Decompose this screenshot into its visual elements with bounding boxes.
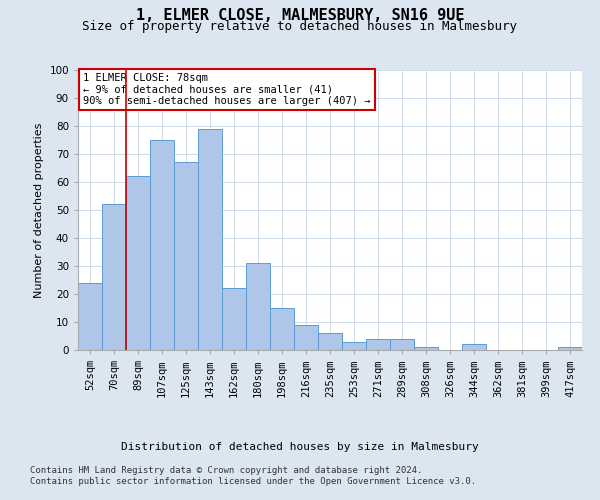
- Bar: [390, 339, 414, 350]
- Bar: [318, 333, 342, 350]
- Bar: [78, 283, 102, 350]
- Bar: [294, 325, 318, 350]
- Text: Contains public sector information licensed under the Open Government Licence v3: Contains public sector information licen…: [30, 478, 476, 486]
- Text: 1 ELMER CLOSE: 78sqm
← 9% of detached houses are smaller (41)
90% of semi-detach: 1 ELMER CLOSE: 78sqm ← 9% of detached ho…: [83, 73, 371, 106]
- Text: Size of property relative to detached houses in Malmesbury: Size of property relative to detached ho…: [83, 20, 517, 33]
- Text: Contains HM Land Registry data © Crown copyright and database right 2024.: Contains HM Land Registry data © Crown c…: [30, 466, 422, 475]
- Bar: [198, 129, 222, 350]
- Bar: [414, 347, 438, 350]
- Bar: [174, 162, 198, 350]
- Bar: [246, 263, 270, 350]
- Y-axis label: Number of detached properties: Number of detached properties: [34, 122, 44, 298]
- Bar: [366, 339, 390, 350]
- Bar: [222, 288, 246, 350]
- Bar: [102, 204, 126, 350]
- Text: Distribution of detached houses by size in Malmesbury: Distribution of detached houses by size …: [121, 442, 479, 452]
- Bar: [270, 308, 294, 350]
- Bar: [558, 347, 582, 350]
- Bar: [150, 140, 174, 350]
- Text: 1, ELMER CLOSE, MALMESBURY, SN16 9UE: 1, ELMER CLOSE, MALMESBURY, SN16 9UE: [136, 8, 464, 22]
- Bar: [126, 176, 150, 350]
- Bar: [462, 344, 486, 350]
- Bar: [342, 342, 366, 350]
